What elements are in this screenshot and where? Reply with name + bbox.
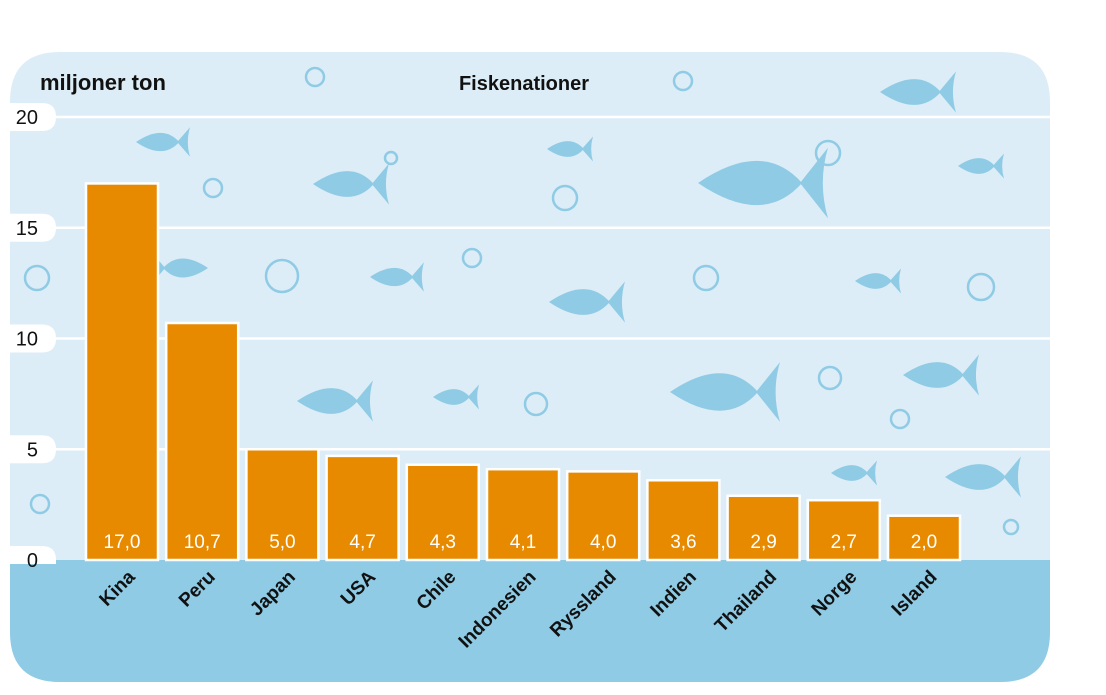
bubble-icon	[1002, 518, 1020, 536]
y-tick-label: 15	[16, 218, 38, 240]
bar-value-label: 4,1	[510, 532, 536, 553]
fish-icon	[136, 127, 190, 157]
y-tick-label: 0	[27, 550, 38, 572]
fish-icon	[958, 153, 1004, 179]
y-tick-label: 20	[16, 107, 38, 129]
bar-thailand	[726, 494, 801, 562]
bar-value-label: 2,0	[911, 532, 937, 553]
fish-icon	[370, 262, 424, 292]
y-tick-tab	[0, 213, 56, 242]
bubble-icon	[817, 365, 843, 391]
bar-value-label: 5,0	[269, 532, 295, 553]
bars: 17,0 10,7 5,0 4,7 4,3 4,1 4,0 3,6 2,9 2,7 2,0	[84, 182, 962, 562]
bar-value-label: 3,6	[670, 532, 696, 553]
y-tick-label: 10	[16, 329, 38, 351]
y-tick-label: 5	[27, 439, 38, 461]
bubble-icon	[889, 408, 911, 430]
y-tick-tab	[0, 546, 56, 564]
bar-island	[886, 514, 962, 562]
bar-peru	[164, 321, 240, 562]
fish-icon	[855, 268, 901, 294]
bar-japan	[245, 448, 320, 562]
y-tick-tab	[0, 324, 56, 353]
bar-value-label: 4,0	[590, 532, 616, 553]
bar-value-label: 2,9	[750, 532, 776, 553]
bubble-icon	[202, 177, 224, 199]
bar-value-label: 17,0	[104, 532, 141, 553]
ground-band	[10, 560, 1050, 682]
fish-icon	[313, 163, 389, 205]
bar-chile	[405, 463, 481, 562]
chart-title: Fiskenationer	[459, 73, 589, 95]
bubble-icon	[461, 247, 483, 269]
bubble-icon	[672, 70, 694, 92]
y-tick-tab	[0, 103, 56, 131]
bubble-icon	[692, 264, 720, 292]
bubble-icon	[814, 139, 842, 167]
bar-indonesien	[485, 467, 561, 562]
bar-usa	[325, 454, 400, 562]
bubble-icon	[29, 493, 51, 515]
fish-icon	[433, 384, 479, 410]
bubble-icon	[523, 391, 549, 417]
fish-icon	[903, 354, 979, 396]
bar-value-label: 4,7	[349, 532, 375, 553]
bar-norge	[806, 498, 882, 562]
bar-value-label: 2,7	[831, 532, 857, 553]
bar-ryssland	[565, 470, 641, 562]
y-axis-title: miljoner ton	[40, 70, 166, 95]
decorations	[23, 66, 1021, 536]
y-axis: 0 5 10 15 20	[0, 103, 56, 572]
fish-icon	[945, 456, 1021, 498]
fish-icon	[670, 362, 780, 422]
fish-icon	[880, 71, 956, 113]
bubble-icon	[304, 66, 326, 88]
bubble-icon	[383, 150, 399, 166]
bar-kina	[84, 182, 160, 562]
bar-value-label: 10,7	[184, 532, 221, 553]
fish-icon	[698, 147, 828, 219]
bubble-icon	[264, 258, 300, 294]
bar-value-label: 4,3	[430, 532, 456, 553]
fish-icon	[547, 136, 593, 162]
fish-icon	[297, 380, 373, 422]
bubble-icon	[23, 264, 51, 292]
y-tick-tab	[0, 435, 56, 464]
bar-indien	[646, 479, 721, 562]
bubble-icon	[551, 184, 579, 212]
fish-icon	[831, 460, 877, 486]
bubble-icon	[966, 272, 996, 302]
fish-icon	[549, 281, 625, 323]
